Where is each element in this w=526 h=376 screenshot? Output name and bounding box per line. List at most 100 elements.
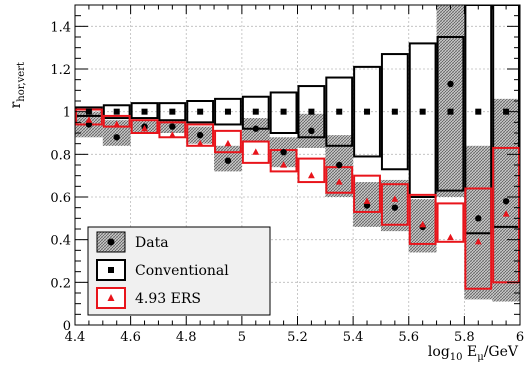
conventional-band bbox=[297, 85, 326, 139]
ers-point bbox=[224, 139, 232, 147]
axis-ticks bbox=[74, 4, 521, 326]
ers-band bbox=[408, 193, 437, 245]
y-tick-label: 0.2 bbox=[50, 276, 71, 291]
conventional-band bbox=[158, 102, 187, 122]
x-tick-label: 5.8 bbox=[454, 330, 475, 345]
conventional-band bbox=[269, 91, 298, 134]
conventional-point bbox=[308, 108, 315, 115]
ers-point bbox=[447, 233, 454, 241]
ers-band bbox=[380, 183, 409, 226]
conventional-band bbox=[325, 76, 354, 147]
conventional-band bbox=[436, 36, 465, 192]
ers-point bbox=[85, 116, 93, 123]
data-band bbox=[436, 5, 465, 197]
data-markers bbox=[85, 80, 510, 245]
legend-marker-data bbox=[107, 238, 115, 246]
conventional-point bbox=[391, 108, 398, 115]
conventional-band bbox=[492, 5, 520, 228]
conventional-point bbox=[197, 108, 204, 115]
legend-label-data: Data bbox=[135, 235, 169, 251]
y-tick-label: 1 bbox=[63, 106, 71, 121]
x-tick-label: 4.8 bbox=[176, 330, 197, 345]
legend: Data Conventional 4.93 ERS bbox=[87, 226, 271, 316]
ers-point bbox=[308, 171, 315, 179]
uncertainty-bands bbox=[75, 5, 520, 302]
ers-point bbox=[113, 120, 121, 128]
y-tick-label: 0.6 bbox=[50, 191, 71, 206]
conventional-point bbox=[503, 108, 510, 115]
x-tick-label: 5.6 bbox=[398, 330, 419, 345]
ers-point bbox=[280, 161, 287, 168]
ers-point bbox=[391, 195, 399, 202]
conventional-band bbox=[380, 53, 409, 171]
data-point bbox=[391, 204, 399, 211]
data-point bbox=[280, 149, 287, 156]
ers-point bbox=[252, 148, 260, 155]
data-point bbox=[475, 215, 482, 222]
ers-band bbox=[297, 157, 326, 184]
y-tick-label: 0.8 bbox=[50, 148, 71, 163]
ers-point bbox=[335, 178, 343, 185]
data-point bbox=[113, 134, 120, 141]
ers-band bbox=[436, 202, 465, 243]
data-point bbox=[336, 161, 343, 169]
x-tick-label: 6 bbox=[516, 330, 524, 345]
x-tick-label: 4.4 bbox=[65, 330, 86, 345]
ers-point bbox=[141, 124, 148, 132]
svg-text:log10 Eμ/GeV: log10 Eμ/GeV bbox=[428, 344, 519, 363]
data-point bbox=[85, 121, 93, 128]
x-axis-label-sub1: 10 bbox=[450, 352, 463, 363]
x-tick-label: 5.4 bbox=[343, 330, 364, 345]
x-axis-label-mid: E bbox=[463, 344, 478, 360]
conventional-band bbox=[353, 65, 381, 158]
x-axis-label-prefix: log bbox=[428, 344, 450, 360]
data-point bbox=[224, 157, 232, 164]
conventional-point bbox=[169, 108, 176, 115]
y-axis-label: rhor,vert bbox=[8, 62, 27, 108]
y-axis-label-base: r bbox=[8, 101, 24, 108]
legend-marker-ers bbox=[107, 294, 115, 301]
conventional-point bbox=[113, 108, 120, 115]
ers-point bbox=[502, 210, 510, 217]
x-tick-label: 4.6 bbox=[120, 330, 141, 345]
y-tick-label: 1.4 bbox=[50, 20, 71, 35]
ers-band bbox=[241, 140, 270, 164]
conventional-point bbox=[336, 108, 343, 115]
conventional-point bbox=[141, 108, 148, 115]
conventional-band bbox=[464, 5, 493, 235]
x-axis-label-sub2: μ bbox=[477, 352, 484, 363]
tick-labels: 4.4 4.6 4.8 5 5.2 5.4 5.6 5.8 6 0 0.2 0.4 0.6 0.8 1 1.2… bbox=[50, 20, 524, 345]
data-point bbox=[363, 202, 371, 209]
ers-band bbox=[492, 146, 520, 284]
conventional-point bbox=[252, 108, 259, 115]
x-axis-label: log10 Eμ/GeV bbox=[428, 344, 519, 363]
y-tick-label: 0 bbox=[63, 319, 71, 334]
ers-band bbox=[464, 187, 493, 290]
legend-label-ers: 4.93 ERS bbox=[135, 291, 201, 307]
ers-point bbox=[196, 139, 204, 147]
ers-point bbox=[419, 220, 427, 228]
legend-marker-conventional bbox=[108, 267, 114, 273]
legend-label-conventional: Conventional bbox=[135, 263, 229, 279]
x-axis-label-suffix: /GeV bbox=[484, 344, 519, 360]
conventional-point bbox=[419, 108, 426, 115]
ers-point bbox=[363, 197, 371, 204]
data-point bbox=[196, 131, 204, 139]
ers-point bbox=[168, 131, 176, 138]
conventional-point bbox=[280, 108, 287, 115]
conventional-band bbox=[186, 100, 215, 124]
conventional-band bbox=[214, 97, 242, 126]
conventional-band bbox=[102, 104, 131, 120]
y-tick-label: 1.2 bbox=[50, 63, 71, 78]
conventional-point bbox=[447, 108, 454, 115]
conventional-band bbox=[130, 102, 159, 120]
conventional-point bbox=[364, 108, 371, 115]
ers-point bbox=[474, 238, 482, 245]
x-tick-label: 5 bbox=[238, 330, 246, 345]
data-point bbox=[308, 127, 315, 135]
data-point bbox=[169, 123, 176, 130]
ers-band bbox=[130, 119, 159, 134]
ers-band bbox=[214, 129, 242, 154]
data-band bbox=[464, 145, 493, 300]
svg-text:rhor,vert: rhor,vert bbox=[8, 62, 27, 108]
